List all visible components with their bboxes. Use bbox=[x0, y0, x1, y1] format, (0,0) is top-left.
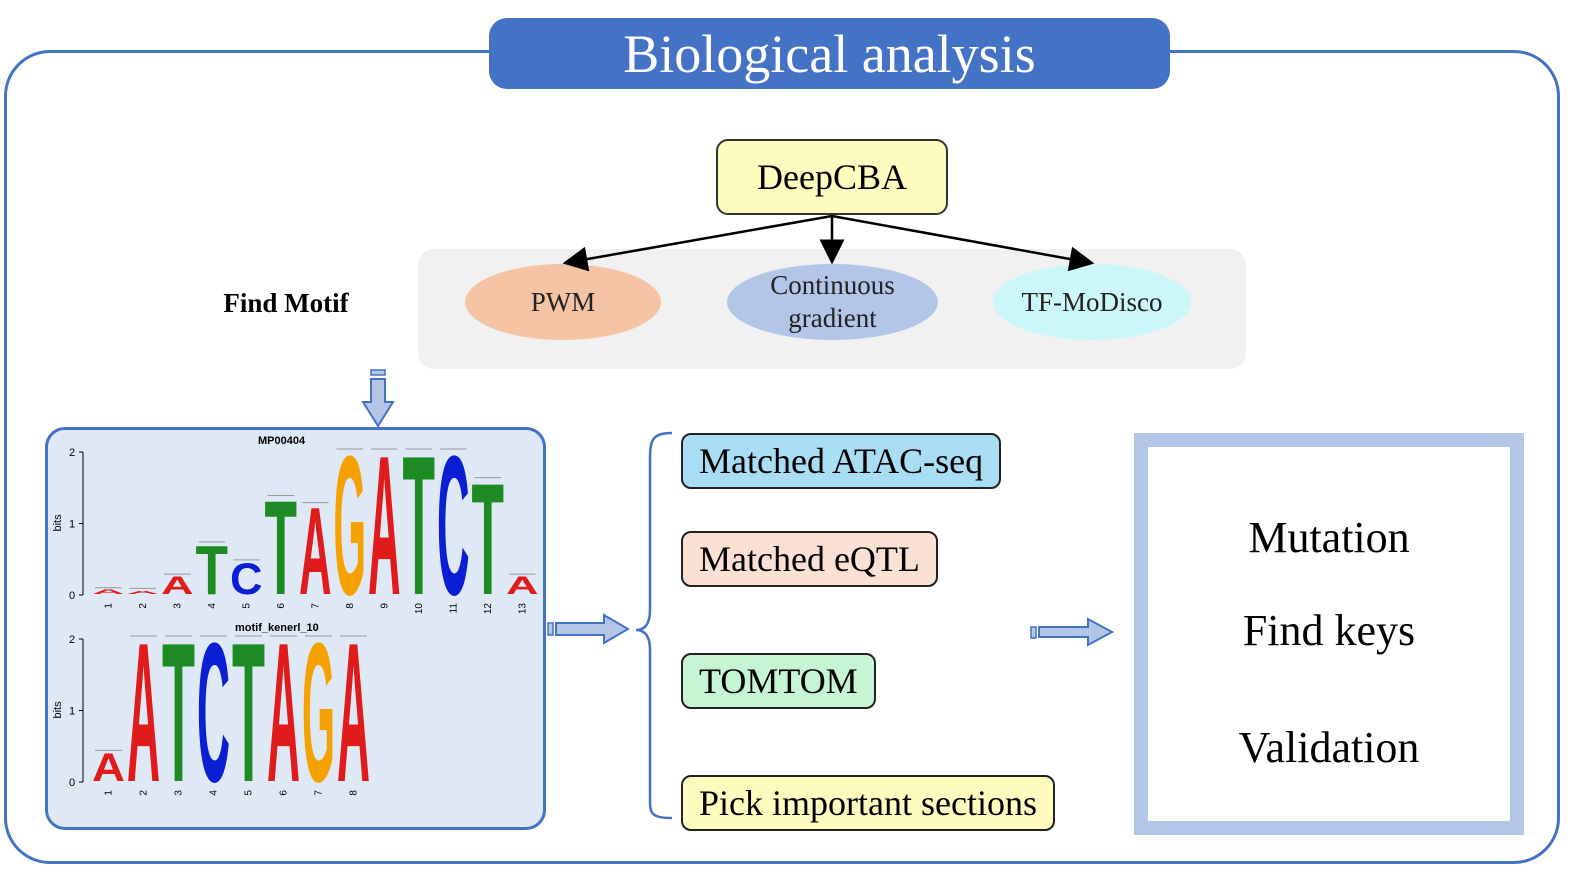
logo-y-tick-label: 0 bbox=[69, 590, 75, 602]
logo-letter-A: A bbox=[92, 589, 125, 596]
logo-letter-A: A bbox=[506, 572, 539, 600]
logo-position-label: 7 bbox=[310, 603, 321, 609]
logo-position-label: 4 bbox=[209, 790, 220, 796]
logo-position-label: 10 bbox=[414, 603, 425, 615]
method-pwm-label: PWM bbox=[530, 286, 596, 317]
right-block-arrow-1 bbox=[547, 613, 630, 645]
logo-position-label: 4 bbox=[207, 603, 218, 609]
logo-letter-A: A bbox=[368, 430, 401, 637]
down-block-arrow bbox=[361, 369, 395, 428]
arrow-to-tfmodisco bbox=[831, 214, 1095, 272]
logo-letter-T: T bbox=[162, 603, 195, 824]
logo-letter-G: G bbox=[302, 603, 335, 824]
method-cg-line2: gradient bbox=[788, 303, 877, 333]
logo-position-label: 2 bbox=[139, 790, 150, 796]
logo-position-label: 7 bbox=[314, 790, 325, 796]
find-motif-label: Find Motif bbox=[223, 288, 349, 318]
analysis-eqtl: Matched eQTL bbox=[681, 531, 938, 587]
arrow-to-pwm bbox=[562, 214, 833, 272]
logo-position-label: 8 bbox=[345, 603, 356, 609]
logo-y-tick-label: 2 bbox=[69, 447, 75, 459]
logo-letter-A: A bbox=[337, 603, 370, 824]
logo-y-tick-label: 1 bbox=[69, 706, 75, 718]
result-mutation: Mutation bbox=[1248, 513, 1410, 562]
logo-y-tick-label: 1 bbox=[69, 519, 75, 531]
logo-position-label: 13 bbox=[517, 603, 528, 615]
logo-position-label: 6 bbox=[276, 603, 287, 609]
right-block-arrow-2 bbox=[1030, 617, 1115, 647]
logo-letter-T: T bbox=[196, 532, 229, 609]
logo-position-label: 12 bbox=[483, 603, 494, 615]
logo-letter-T: T bbox=[472, 452, 505, 629]
curly-brace bbox=[635, 431, 673, 820]
method-tf-modisco: TF-MoDisco bbox=[993, 264, 1191, 340]
logo-position-label: 2 bbox=[138, 603, 149, 609]
method-continuous-gradient: Continuous gradient bbox=[727, 264, 938, 340]
logo-title: motif_kenerl_10 bbox=[235, 622, 319, 634]
logo-letter-A: A bbox=[92, 745, 125, 789]
logo-letter-T: T bbox=[403, 430, 436, 637]
analysis-pick-sections: Pick important sections bbox=[681, 775, 1055, 831]
logo-letter-A: A bbox=[267, 603, 300, 824]
logo-y-tick-label: 0 bbox=[69, 777, 75, 789]
logo-letter-C: C bbox=[230, 554, 263, 604]
logo-position-label: 1 bbox=[104, 790, 115, 796]
logo-letter-T: T bbox=[232, 603, 265, 824]
logo-title: MP00404 bbox=[258, 435, 306, 447]
result-validation: Validation bbox=[1238, 723, 1420, 772]
analysis-tomtom: TOMTOM bbox=[681, 653, 876, 709]
logo-position-label: 3 bbox=[172, 603, 183, 609]
diagram-title: Biological analysis bbox=[489, 18, 1170, 89]
logo-y-axis-label: bits bbox=[52, 514, 64, 532]
logo-position-label: 5 bbox=[241, 603, 252, 609]
logo-y-axis-label: bits bbox=[52, 701, 64, 719]
method-tfm-label: TF-MoDisco bbox=[1021, 286, 1163, 317]
logo-letter-A: A bbox=[161, 572, 194, 600]
logo-letter-A: A bbox=[299, 482, 332, 621]
logo-position-label: 11 bbox=[448, 603, 459, 614]
logo-letter-A: A bbox=[127, 590, 160, 596]
logo-position-label: 1 bbox=[103, 603, 114, 609]
logo-position-label: 8 bbox=[349, 790, 360, 796]
logo-y-tick-label: 2 bbox=[69, 634, 75, 646]
logo-position-label: 6 bbox=[279, 790, 290, 796]
logo-letter-G: G bbox=[334, 430, 367, 637]
method-pwm: PWM bbox=[465, 264, 661, 340]
results-box bbox=[1134, 433, 1524, 835]
logo-letter-A: A bbox=[127, 603, 160, 824]
result-find-keys: Find keys bbox=[1242, 606, 1416, 655]
analysis-atac-seq: Matched ATAC-seq bbox=[681, 433, 1002, 489]
method-cg-line1: Continuous bbox=[770, 270, 895, 300]
logo-letter-C: C bbox=[197, 603, 230, 824]
logo-position-label: 5 bbox=[244, 790, 255, 796]
deepcba-box: DeepCBA bbox=[716, 139, 948, 215]
logo-position-label: 9 bbox=[379, 603, 390, 609]
motif-logo-panel: 0 1 2 bits MP00404 1 A 2 A 3 A 4 T 5 C 6 T 7 A 8 G 9 A 10 T 11 C 12… bbox=[45, 427, 546, 830]
logo-letter-T: T bbox=[265, 474, 298, 624]
logo-letter-C: C bbox=[437, 430, 470, 637]
logo-position-label: 3 bbox=[174, 790, 185, 796]
